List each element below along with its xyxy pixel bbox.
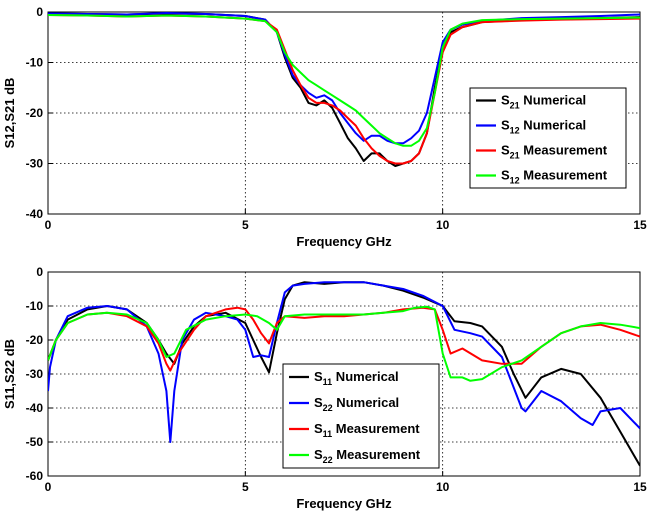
legend-entry: S21 Numerical xyxy=(501,93,586,111)
series-line-s22-measurement xyxy=(48,305,640,382)
y-axis-label: S11,S22 dB xyxy=(2,339,17,409)
x-tick-label: 10 xyxy=(436,480,450,494)
legend-box xyxy=(469,87,627,189)
y-tick-label: -20 xyxy=(26,106,44,120)
bottom-reflection-plot: 0 5 10 15 0 -10 -20 -30 -40 -50 -60 Frequency GHz S1… xyxy=(2,265,647,511)
y-tick-label: 0 xyxy=(36,5,43,19)
x-tick-label: 10 xyxy=(436,218,450,232)
legend-entry: S12 Numerical xyxy=(501,118,586,136)
x-tick-label: 15 xyxy=(633,218,647,232)
y-tick-label: -30 xyxy=(26,157,44,171)
y-tick-label: -20 xyxy=(26,333,44,347)
x-tick-label: 0 xyxy=(45,480,52,494)
y-tick-label: -40 xyxy=(26,401,44,415)
x-tick-label: 15 xyxy=(633,480,647,494)
y-axis-label: S12,S21 dB xyxy=(2,78,17,149)
x-tick-label: 5 xyxy=(242,480,249,494)
legend-entry: S22 Numerical xyxy=(314,395,399,413)
y-tick-label: -10 xyxy=(26,56,44,70)
series-line-s12-measurement xyxy=(48,14,640,147)
x-tick-label: 5 xyxy=(242,218,249,232)
x-axis-label: Frequency GHz xyxy=(296,496,392,511)
legend-entry: S11 Measurement xyxy=(314,421,420,439)
legend-entry: S22 Measurement xyxy=(314,447,421,465)
y-tick-label: -30 xyxy=(26,367,44,381)
x-axis-label: Frequency GHz xyxy=(296,234,392,249)
y-tick-label: 0 xyxy=(36,265,43,279)
legend-entry: S21 Measurement xyxy=(501,143,608,161)
top-transmission-plot: 0 5 10 15 0 -10 -20 -30 -40 Frequency GHz S12,S21 … xyxy=(2,5,647,249)
legend-entry: S11 Numerical xyxy=(314,369,399,387)
x-tick-label: 0 xyxy=(45,218,52,232)
series-line-s22-numerical xyxy=(48,281,640,443)
y-tick-label: -10 xyxy=(26,299,44,313)
y-tick-label: -50 xyxy=(26,435,44,449)
y-tick-label: -60 xyxy=(26,469,44,483)
legend-box xyxy=(282,363,440,469)
legend-entry: S12 Measurement xyxy=(501,168,608,186)
y-tick-label: -40 xyxy=(26,207,44,221)
